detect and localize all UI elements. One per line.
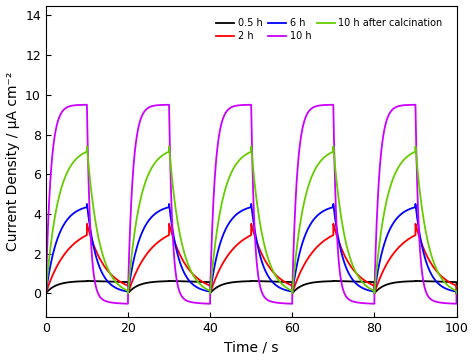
10 h after calcination [91,206,96,210]
2 h [43,291,49,296]
2 h [91,242,96,247]
6 h [264,271,269,275]
10 h after calcination [423,232,429,237]
0.5 h [378,285,384,289]
10 h [423,291,429,295]
2 h [259,252,264,256]
10 h after calcination [84,144,90,149]
10 h [43,291,49,296]
0.5 h [91,279,96,283]
10 h after calcination [43,291,49,296]
Legend: 0.5 h, 2 h, 6 h, 10 h, 10 h after calcination: 0.5 h, 2 h, 6 h, 10 h, 10 h after calcin… [211,14,447,46]
10 h [259,289,264,294]
2 h [337,243,343,247]
2 h [84,222,90,226]
X-axis label: Time / s: Time / s [224,341,278,355]
10 h after calcination [259,230,264,234]
6 h [43,291,49,296]
2 h [454,291,459,296]
2 h [423,252,429,257]
Line: 10 h: 10 h [46,105,456,304]
6 h [84,202,90,206]
10 h after calcination [378,230,384,234]
10 h [378,151,384,156]
0.5 h [259,279,264,283]
2 h [378,273,384,278]
10 h [454,291,459,296]
6 h [259,259,264,263]
0.5 h [454,291,459,296]
Line: 0.5 h: 0.5 h [46,281,456,293]
6 h [454,291,459,296]
0.5 h [43,291,49,296]
Y-axis label: Current Density / μA cm⁻²: Current Density / μA cm⁻² [6,72,19,251]
0.5 h [423,279,429,283]
Line: 10 h after calcination: 10 h after calcination [46,147,456,293]
10 h after calcination [337,207,343,211]
10 h [84,103,90,107]
10 h after calcination [454,291,459,296]
0.5 h [337,279,343,283]
Line: 6 h: 6 h [46,204,456,293]
6 h [378,254,384,258]
10 h [337,271,343,275]
6 h [423,260,429,265]
10 h [264,297,269,301]
0.5 h [264,279,269,284]
6 h [337,244,343,249]
10 h after calcination [264,251,269,255]
10 h [290,302,295,306]
10 h [91,269,96,274]
6 h [91,244,96,248]
Line: 2 h: 2 h [46,224,456,293]
0.5 h [84,279,90,283]
2 h [264,261,269,265]
